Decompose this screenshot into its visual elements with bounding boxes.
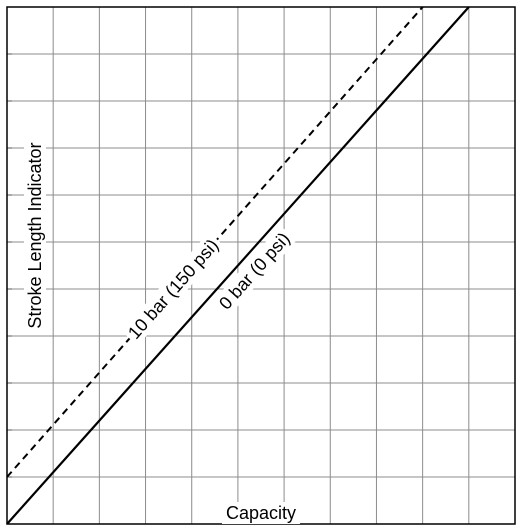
y-axis-label-background [24,138,46,333]
labels: Capacity Stroke Length Indicator 10 bar … [24,138,301,524]
x-axis-label: Capacity [226,503,296,523]
series-line-0-bar [6,6,470,525]
series-label-background-10-bar [121,232,226,346]
series-label-background-0-bar [212,225,297,317]
x-axis-label-background [221,502,301,524]
y-axis-label: Stroke Length Indicator [25,142,45,328]
series-label-0-bar: 0 bar (0 psi) [215,229,294,314]
